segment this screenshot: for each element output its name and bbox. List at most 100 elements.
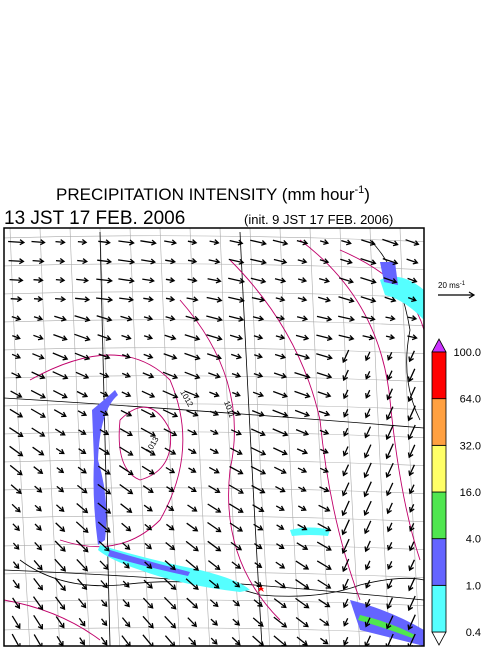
wind-arrow <box>206 334 223 342</box>
wind-arrow <box>31 427 46 437</box>
wind-arrow <box>77 598 87 609</box>
wind-arrow <box>53 390 68 399</box>
wind-arrow <box>250 258 267 265</box>
wind-arrow <box>97 334 112 341</box>
wind-arrow <box>34 541 43 551</box>
wind-arrow <box>79 637 85 646</box>
wind-arrow <box>364 351 371 362</box>
colorbar-segment <box>431 351 447 400</box>
wind-arrow <box>162 371 179 380</box>
wind-arrow <box>209 391 220 398</box>
wind-arrow <box>75 539 89 553</box>
wind-arrow <box>341 558 350 573</box>
wind-arrow <box>55 504 65 513</box>
wind-arrow <box>229 522 244 532</box>
wind-arrow <box>386 388 393 401</box>
wind-arrow <box>56 485 65 493</box>
wind-arrow <box>55 447 65 455</box>
wind-arrow <box>74 315 91 323</box>
wind-arrow <box>250 447 267 456</box>
wind-arrow <box>185 315 200 322</box>
grid-line <box>39 228 61 646</box>
wind-arrow <box>188 636 197 646</box>
coastline <box>19 559 424 597</box>
colorbar-over <box>431 338 447 353</box>
wind-arrow <box>273 635 287 646</box>
wind-arrow <box>75 371 90 380</box>
grid-line <box>4 375 424 383</box>
wind-arrow <box>385 334 396 341</box>
wind-arrow <box>143 315 154 322</box>
wind-arrow <box>409 504 415 513</box>
wind-arrow <box>250 277 267 284</box>
wind-arrow <box>96 315 113 323</box>
wind-arrow <box>297 505 307 511</box>
wind-arrow <box>165 541 176 551</box>
wind-arrow <box>407 334 418 341</box>
wind-arrow <box>408 484 415 495</box>
title-text: PRECIPITATION INTENSITY (mm hour <box>56 185 355 204</box>
wind-arrow <box>98 239 111 246</box>
wind-arrow <box>142 615 154 629</box>
grid-line <box>309 228 331 646</box>
wind-arrow <box>208 466 220 474</box>
wind-arrow <box>273 447 288 456</box>
wind-arrow <box>209 599 219 608</box>
wind-arrow <box>162 390 179 399</box>
wind-arrow <box>118 239 135 246</box>
wind-arrow <box>30 408 46 418</box>
wind-arrow <box>207 540 222 552</box>
wind-arrow <box>118 258 136 265</box>
wind-arrow <box>272 409 289 418</box>
precip-area <box>92 390 118 545</box>
wind-arrow <box>228 503 244 513</box>
wind-arrow <box>185 540 199 552</box>
wind-arrow <box>341 239 352 246</box>
wind-arrow <box>251 428 266 437</box>
wind-arrow <box>273 372 288 379</box>
wind-arrow <box>99 372 110 379</box>
grid-line <box>369 228 391 646</box>
wind-arrow <box>10 390 23 398</box>
wind-arrow <box>317 523 332 532</box>
wind-arrow <box>385 424 394 441</box>
wind-arrow <box>11 372 22 379</box>
wind-arrow <box>55 239 66 246</box>
wind-arrow <box>273 598 287 609</box>
wind-arrow <box>342 446 349 457</box>
wind-arrow <box>386 502 393 515</box>
wind-arrow <box>274 466 287 474</box>
wind-arrow <box>318 410 331 417</box>
map-frame <box>3 227 425 647</box>
wind-arrow <box>228 315 245 322</box>
wind-arrow <box>407 424 416 441</box>
wind-arrow <box>34 485 43 493</box>
wind-arrow <box>11 503 21 513</box>
wind-arrow <box>164 635 176 646</box>
wind-arrow <box>186 522 199 532</box>
wind-arrow <box>120 315 133 322</box>
wind-arrow <box>77 238 88 246</box>
wind-arrow <box>209 239 220 246</box>
wind-arrow <box>231 636 241 646</box>
wind-arrow <box>407 577 416 592</box>
wind-arrow <box>228 277 246 284</box>
wind-arrow <box>140 409 156 418</box>
wind-arrow <box>118 277 135 284</box>
wind-arrow <box>275 334 286 341</box>
wind-arrow <box>76 484 88 494</box>
wind-arrow <box>273 616 288 628</box>
wind-arrow <box>97 483 112 495</box>
wind-arrow <box>338 334 355 341</box>
wind-arrow <box>342 349 350 364</box>
wind-arrow <box>165 258 177 265</box>
wind-arrow <box>12 579 20 589</box>
wind-arrow <box>296 239 309 246</box>
wind-arrow <box>9 427 24 437</box>
grid-line <box>159 228 181 646</box>
wind-arrow <box>365 598 371 608</box>
wind-arrow <box>141 465 155 475</box>
wind-arrow <box>319 239 330 246</box>
wind-arrow <box>185 559 200 571</box>
wind-arrow <box>11 353 22 360</box>
